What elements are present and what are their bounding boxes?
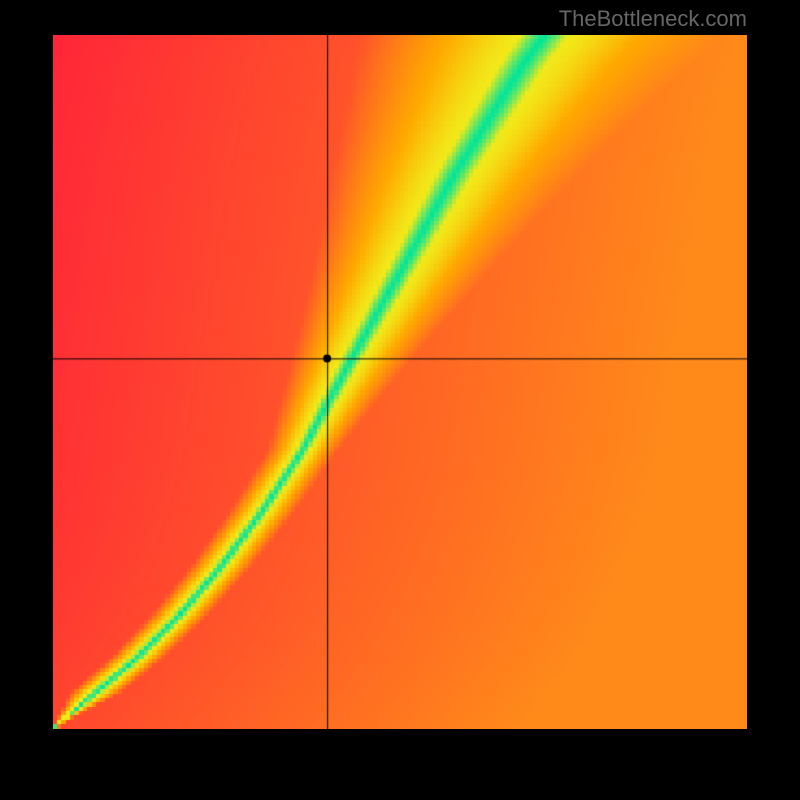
watermark-text: TheBottleneck.com — [559, 6, 747, 32]
chart-container: TheBottleneck.com — [0, 0, 800, 800]
heatmap-plot — [53, 35, 747, 729]
